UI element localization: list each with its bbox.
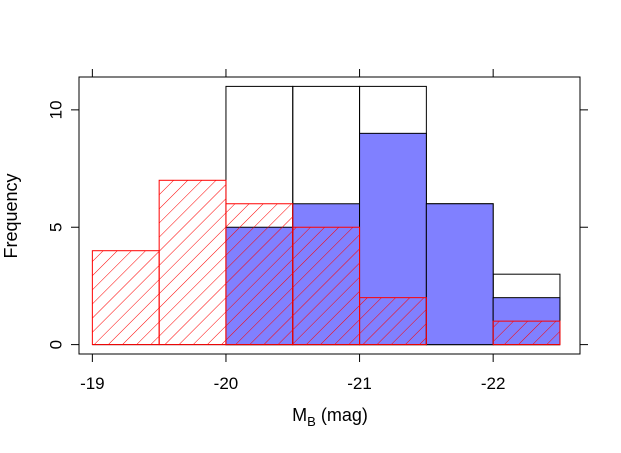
hatched-bar [91, 250, 160, 346]
y-tick-label: 0 [47, 340, 66, 349]
hatched-bar [492, 320, 561, 346]
x-axis-title-subscript: B [307, 414, 316, 429]
y-axis: 0 5 10 [47, 100, 588, 349]
hatched-bar [225, 203, 294, 346]
hatched-bar [292, 226, 361, 346]
hatched-series [91, 179, 561, 346]
x-axis: -19 -20 -21 -22 [80, 69, 505, 393]
plot-frame [78, 76, 581, 355]
filled-bar [425, 203, 494, 346]
hatched-bar [359, 297, 427, 346]
x-tick-label: -22 [481, 374, 506, 393]
x-tick-label: -21 [347, 374, 372, 393]
y-tick-label: 5 [47, 223, 66, 232]
hatched-bar [158, 179, 227, 346]
y-axis-title: Frequency [1, 173, 21, 258]
x-tick-label: -20 [214, 374, 239, 393]
x-tick-label: -19 [80, 374, 105, 393]
x-axis-title: MB (mag) [292, 405, 368, 429]
y-tick-label: 10 [47, 100, 66, 119]
